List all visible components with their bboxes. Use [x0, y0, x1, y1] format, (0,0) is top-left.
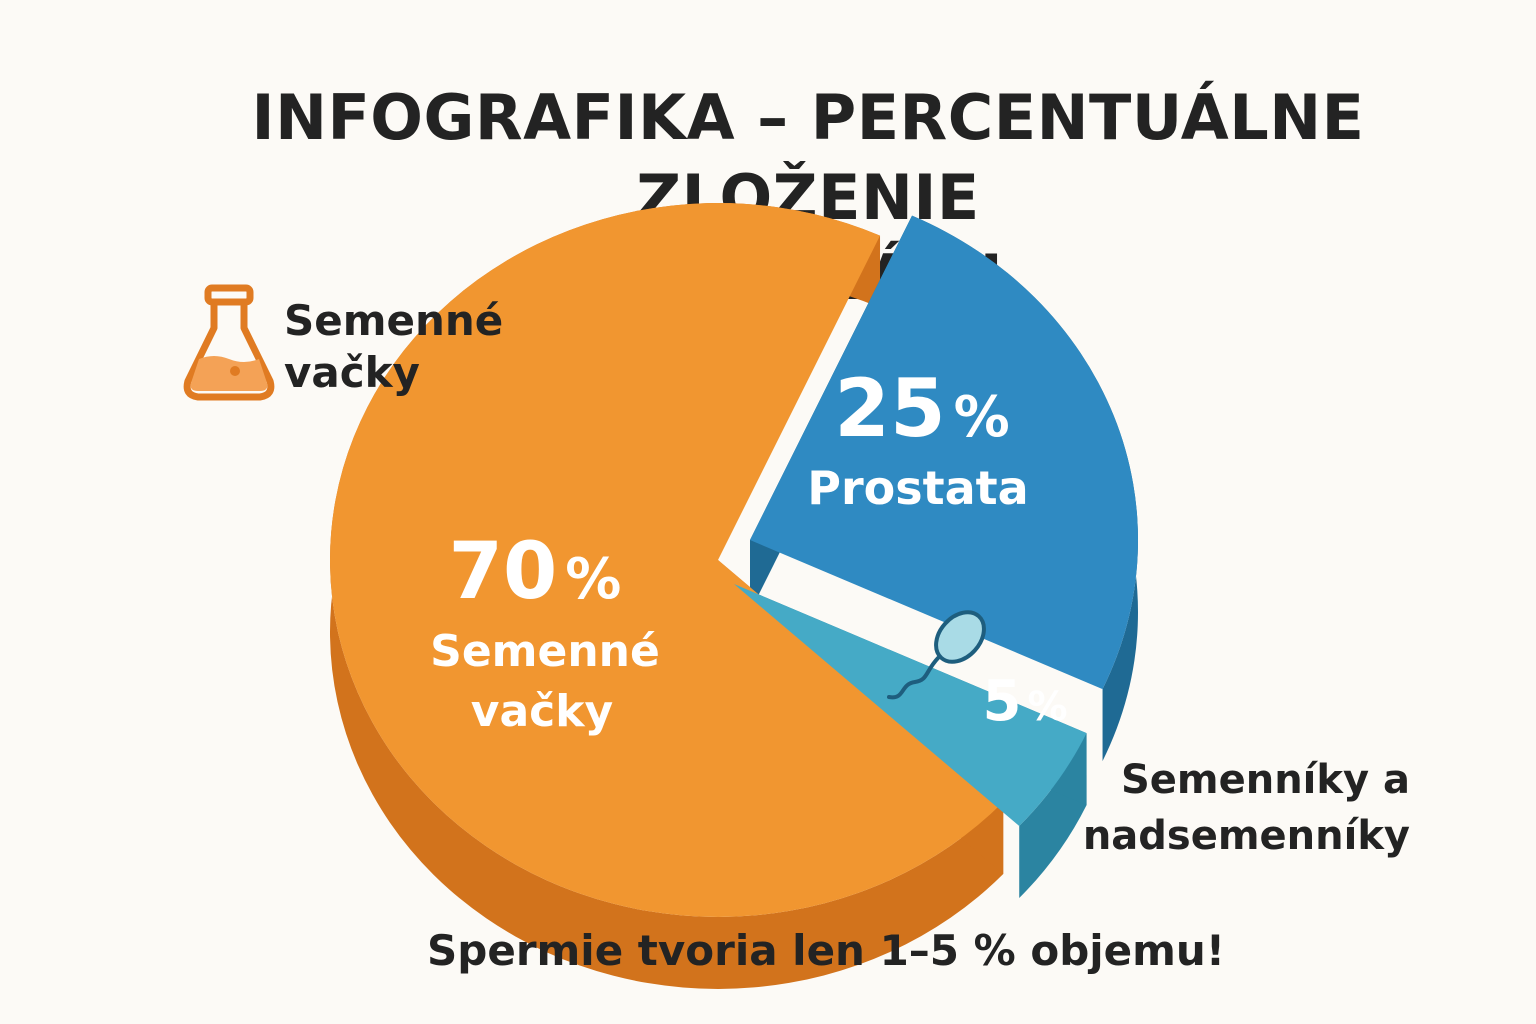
pie-slices [329, 203, 1138, 989]
footnote: Spermie tvoria len 1–5 % objemu! [427, 926, 1225, 975]
orange-slice-value: 70% [449, 527, 622, 617]
side-label-line-1: Semenníky a [1120, 757, 1410, 803]
legend-label: Semenné vačky [284, 295, 503, 399]
teal-slice-value: 5% [982, 669, 1067, 734]
slice-prostata [750, 215, 1138, 690]
orange-slice-label-line-1: Semenné [430, 626, 660, 677]
teal-slice-unit: % [1027, 684, 1067, 730]
side-label-line-2: nadsemenníky [1082, 813, 1410, 859]
legend: Semenné vačky [180, 283, 540, 423]
legend-label-line-2: vačky [284, 348, 420, 397]
title-line-1: INFOGRAFIKA – PERCENTUÁLNE ZLOŽENIE [251, 81, 1365, 234]
pie-slice-labels: 70% Semenné vačky 25% Prostata 5% [430, 362, 1067, 737]
blue-slice-value: 25% [834, 362, 1009, 455]
slice-semenniky [734, 584, 1087, 826]
orange-slice-number: 70 [449, 527, 558, 617]
pie-decor [887, 610, 986, 700]
orange-slice-unit: % [565, 547, 621, 612]
flask-icon [183, 284, 275, 401]
slice-semenne-vacky [329, 203, 1004, 917]
sperm-icon [887, 610, 986, 700]
orange-slice-label-line-2: vačky [471, 686, 613, 737]
teal-slice-number: 5 [982, 669, 1021, 734]
slice-semenne-vacky-side [329, 203, 1004, 989]
blue-slice-unit: % [954, 385, 1010, 450]
legend-label-line-1: Semenné [284, 296, 504, 345]
blue-slice-number: 25 [834, 362, 945, 455]
blue-slice-label: Prostata [807, 461, 1028, 515]
side-label: Semenníky a nadsemenníky [1060, 752, 1410, 864]
